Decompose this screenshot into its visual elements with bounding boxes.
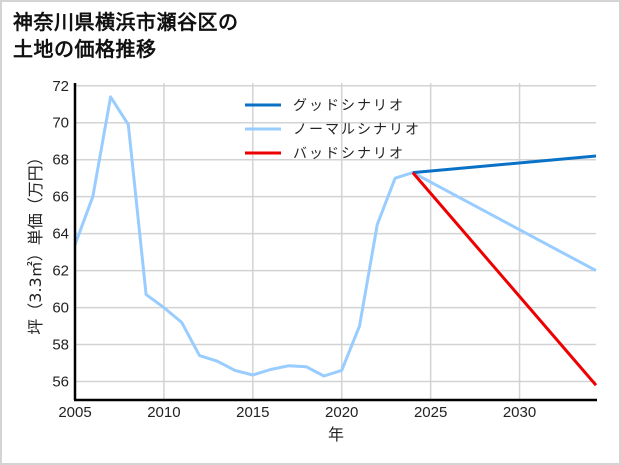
y-tick-label: 62 [52,263,69,280]
y-tick-label: 68 [52,152,69,169]
x-tick-label: 2025 [414,404,447,421]
x-tick-label: 2005 [58,404,91,421]
y-tick-label: 72 [52,78,69,95]
y-tick-label: 70 [52,115,69,132]
series-line-1 [73,95,597,378]
chart-title-line-2: 土地の価格推移 [13,37,157,61]
y-axis-label: 坪（3.3㎡）単価（万円） [26,149,45,334]
series-line-0 [412,154,597,175]
y-tick-label: 60 [52,300,69,317]
y-tick-label: 58 [52,337,69,354]
x-tick-label: 2015 [236,404,269,421]
x-tick-label: 2030 [503,404,536,421]
legend-label: バッドシナリオ [293,146,405,162]
chart-title-line-1: 神奈川県横浜市瀬谷区の [13,10,239,34]
x-axis-label: 年 [328,425,344,444]
legend-label: ノーマルシナリオ [293,122,421,138]
y-tick-label: 56 [52,374,69,391]
x-tick-label: 2020 [325,404,358,421]
y-axis-ticks: 56 58 60 62 64 66 68 70 72 [52,78,69,391]
legend-label: グッドシナリオ [293,98,405,114]
series-line-2 [411,171,598,387]
x-tick-label: 2010 [147,404,180,421]
chart-title: 神奈川県横浜市瀬谷区の 土地の価格推移 [13,9,239,63]
y-tick-label: 66 [52,189,69,206]
data-lines [73,95,598,387]
axes [73,83,597,402]
x-axis-ticks: 2005 2010 2015 2020 2025 2030 [58,404,536,421]
y-tick-label: 64 [52,226,69,243]
